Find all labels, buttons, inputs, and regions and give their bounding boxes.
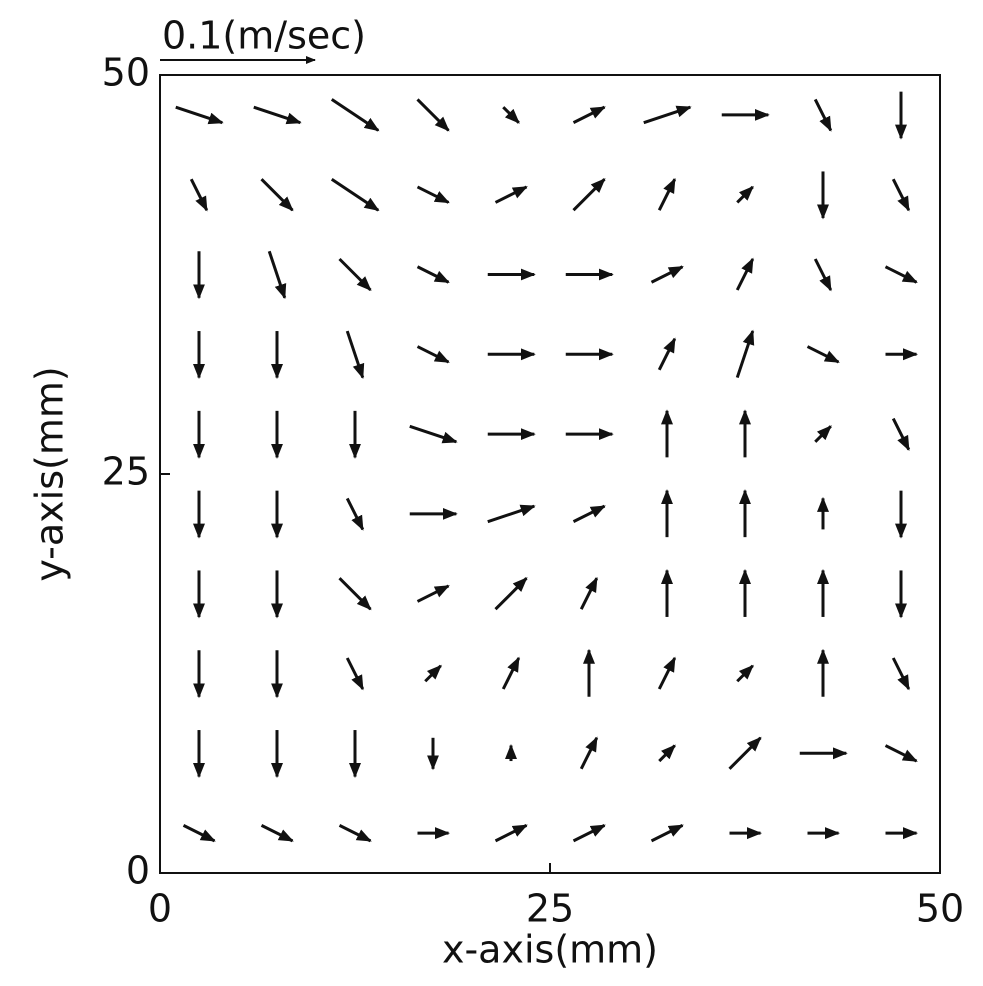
vector-arrow (345, 657, 365, 691)
vector-arrow (424, 664, 442, 683)
vector-arrow (487, 504, 536, 524)
vector-arrow (338, 824, 372, 843)
vector-arrow (572, 504, 606, 523)
vector-arrow (650, 265, 684, 284)
vector-arrow (416, 584, 450, 603)
y-tick-label: 0 (126, 849, 150, 893)
y-axis-label: y-axis(mm) (28, 366, 72, 581)
y-tick-label: 50 (102, 51, 150, 95)
x-axis-label: x-axis(mm) (442, 928, 658, 972)
vector-arrow (253, 105, 302, 125)
vector-arrow (267, 250, 287, 300)
vector-arrow (657, 656, 677, 690)
vector-arrow (416, 345, 450, 364)
vector-arrow (891, 657, 911, 691)
vector-arrow (657, 337, 677, 371)
vector-arrow (416, 185, 450, 204)
vector-arrow (735, 257, 755, 291)
vector-arrow (260, 824, 294, 843)
vector-arrow (175, 105, 224, 125)
vector-arrow (572, 105, 606, 124)
vector-arrow (658, 744, 676, 763)
vector-arrow (891, 417, 911, 451)
vector-arrow (814, 425, 832, 443)
vector-arrow (416, 98, 450, 132)
vector-arrow (345, 497, 365, 531)
vector-arrow (501, 656, 521, 690)
vector-arrow (572, 178, 606, 212)
vector-arrow (813, 258, 833, 292)
vector-arrow (813, 98, 833, 132)
vector-arrow (806, 345, 840, 364)
x-tick-label: 0 (148, 887, 172, 931)
vector-arrow (338, 577, 372, 611)
vector-arrow (338, 257, 372, 292)
vector-arrow (494, 185, 528, 204)
vector-arrow (502, 106, 520, 124)
vector-arrow (736, 664, 754, 683)
vector-arrow (884, 744, 918, 763)
vector-arrow (728, 736, 762, 770)
vector-arrow (416, 265, 450, 284)
vector-arrow (345, 330, 365, 379)
vector-arrow (579, 576, 599, 610)
vector-arrow (330, 98, 380, 132)
vector-arrow (409, 424, 458, 444)
vector-arrow (572, 824, 606, 843)
vector-arrow (657, 177, 677, 211)
vector-arrow (736, 185, 754, 204)
vector-arrow (182, 824, 216, 843)
vector-arrow (643, 105, 692, 125)
vector-arrow (650, 824, 684, 843)
vector-arrow (891, 178, 911, 212)
vector-arrow (260, 178, 294, 212)
vector-arrow (494, 577, 528, 611)
vector-arrow (330, 177, 380, 212)
key-label: 0.1(m/sec) (162, 14, 366, 58)
vector-arrow (494, 824, 528, 843)
vector-arrow (884, 265, 918, 284)
vector-arrow (579, 736, 599, 770)
vector-arrow (735, 329, 755, 379)
x-tick-label: 50 (916, 887, 964, 931)
x-tick-label: 25 (526, 887, 574, 931)
vector-arrow (189, 178, 209, 212)
y-tick-label: 25 (102, 450, 150, 494)
